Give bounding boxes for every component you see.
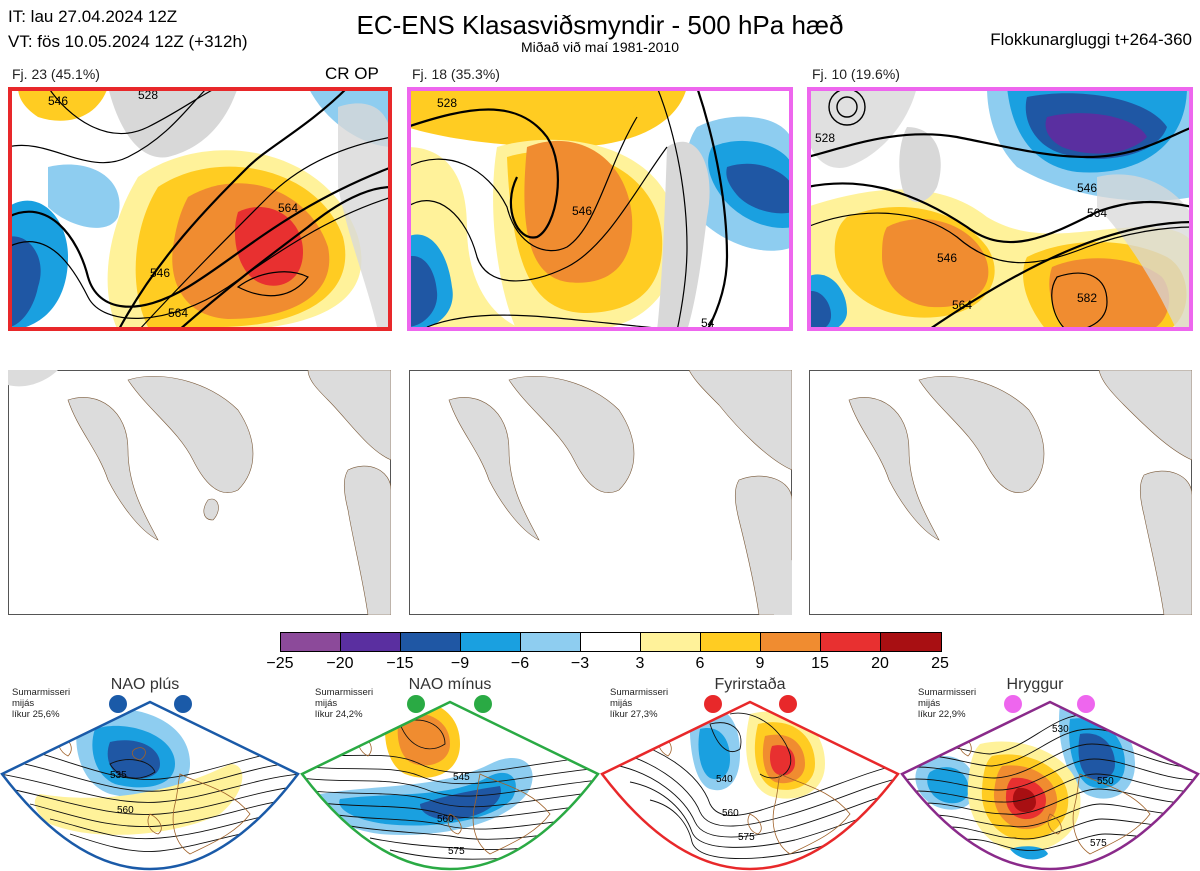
valid-time: VT: fös 10.05.2024 12Z (+312h) (8, 32, 248, 51)
colorbar-cell (340, 632, 401, 652)
contour-label: 528 (437, 96, 457, 110)
colorbar-cell (280, 632, 341, 652)
cluster-3-map[interactable]: 528 546 564 546 564 582 (807, 87, 1193, 331)
regime-4-info: Sumarmisseri mijás líkur 22,9% (918, 687, 977, 720)
classification-window: Flokkunargluggi t+264-360 (990, 30, 1192, 49)
colorbar-cell (580, 632, 641, 652)
cluster-3-label: Fj. 10 (19.6%) (812, 66, 900, 82)
colorbar-tick: 25 (931, 655, 949, 672)
regime-contour-label: 575 (1090, 838, 1107, 849)
cluster-3-frame (807, 87, 1193, 331)
regime-contour-label: 575 (448, 846, 465, 857)
regime-4-map[interactable]: 530 550 575 (900, 694, 1200, 871)
colorbar-tick: −25 (266, 655, 294, 672)
regime-2-map[interactable]: 545 560 575 (300, 694, 600, 871)
colorbar-tick: 6 (695, 655, 705, 672)
colorbar-cell (400, 632, 461, 652)
cluster-2-frame (407, 87, 793, 331)
regime-3-dot (779, 695, 797, 713)
regime-4-dot (1077, 695, 1095, 713)
contour-label: 528 (138, 88, 158, 102)
header-times: IT: lau 27.04.2024 12Z VT: fös 10.05.202… (8, 4, 248, 54)
regime-1-dot (109, 695, 127, 713)
regime-2-title: NAO mínus (408, 676, 492, 693)
colorbar-cell (520, 632, 581, 652)
colorbar-cell (880, 632, 942, 652)
regime-3-title: Fyrirstaða (714, 676, 786, 693)
contour-label: 564 (952, 298, 972, 312)
cluster-2-map[interactable]: 528 546 54 (407, 87, 793, 331)
regime-contour-label: 550 (1097, 776, 1114, 787)
cluster-1-label: Fj. 23 (45.1%) (12, 66, 100, 82)
contour-label: 546 (572, 204, 592, 218)
regime-3-dot (704, 695, 722, 713)
colorbar-tick: −9 (450, 655, 470, 672)
colorbar-tick: 3 (635, 655, 645, 672)
empty-map-3[interactable] (809, 370, 1192, 615)
page-subtitle: Miðað við maí 1981-2010 (521, 39, 679, 55)
cluster-1-frame (8, 87, 392, 331)
regime-contour-label: 560 (722, 808, 739, 819)
colorbar-cell (820, 632, 881, 652)
regime-contour-label: 540 (716, 774, 733, 785)
colorbar-tick: −15 (386, 655, 414, 672)
colorbar-tick: −3 (570, 655, 590, 672)
colorbar-tick: 20 (871, 655, 889, 672)
regime-1-dot (174, 695, 192, 713)
regime-3-info: Sumarmisseri mijás líkur 27,3% (610, 687, 669, 720)
init-time: IT: lau 27.04.2024 12Z (8, 7, 178, 26)
colorbar-tick: −20 (326, 655, 354, 672)
contour-label: 582 (1077, 291, 1097, 305)
empty-map-1[interactable] (8, 370, 391, 615)
regime-4-dot (1004, 695, 1022, 713)
regime-1-map[interactable]: 535 560 (0, 694, 300, 871)
cluster-1-map[interactable]: 546 564 546 564 528 (8, 87, 392, 331)
colorbar-cell (460, 632, 521, 652)
regime-contour-label: 535 (110, 770, 127, 781)
colorbar-tick: 15 (811, 655, 829, 672)
cluster-1-extra: CR OP (325, 64, 379, 83)
regime-contour-label: 530 (1052, 724, 1069, 735)
contour-label: 546 (48, 94, 68, 108)
regime-2-info: Sumarmisseri mijás líkur 24,2% (315, 687, 374, 720)
regime-2-dot (407, 695, 425, 713)
cluster-2-label: Fj. 18 (35.3%) (412, 66, 500, 82)
colorbar-cell (760, 632, 821, 652)
regime-contour-label: 575 (738, 832, 755, 843)
regime-2-dot (474, 695, 492, 713)
colorbar-tick: −6 (510, 655, 530, 672)
regime-1-title: NAO plús (110, 676, 180, 693)
empty-map-2[interactable] (409, 370, 792, 615)
contour-label: 564 (168, 306, 188, 320)
contour-label: 546 (937, 251, 957, 265)
contour-label: 546 (150, 266, 170, 280)
regime-1-info: Sumarmisseri mijás líkur 25,6% (12, 687, 71, 720)
colorbar-cell (640, 632, 701, 652)
colorbar-cell (700, 632, 761, 652)
contour-label: 564 (1087, 206, 1107, 220)
regime-contour-label: 560 (117, 805, 134, 816)
regime-contour-label: 560 (437, 814, 454, 825)
regime-contour-label: 545 (453, 772, 470, 783)
page-title: EC-ENS Klasasviðsmyndir - 500 hPa hæð (356, 10, 844, 40)
contour-label: 564 (278, 201, 298, 215)
contour-label: 54 (701, 316, 715, 330)
regime-4-title: Hryggur (1006, 676, 1064, 693)
contour-label: 546 (1077, 181, 1097, 195)
contour-label: 528 (815, 131, 835, 145)
regime-3-map[interactable]: 540 560 575 (600, 694, 900, 871)
colorbar-tick: 9 (755, 655, 765, 672)
